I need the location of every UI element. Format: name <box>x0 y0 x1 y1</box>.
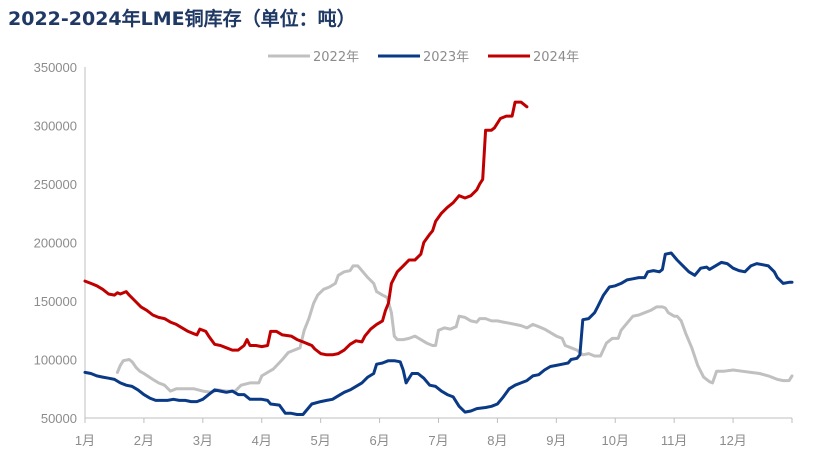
legend-label-2024: 2024年 <box>533 50 579 65</box>
x-tick-label: 2月 <box>134 433 154 448</box>
y-tick-label: 300000 <box>34 119 77 134</box>
x-tick-label: 5月 <box>311 433 331 448</box>
legend: 2022年 2023年 2024年 <box>268 50 579 65</box>
x-tick-label: 1月 <box>75 433 95 448</box>
x-tick-label: 8月 <box>487 433 507 448</box>
series-group <box>83 100 794 416</box>
y-tick-label: 350000 <box>34 60 77 75</box>
legend-label-2023: 2023年 <box>423 50 469 65</box>
x-tick-label: 7月 <box>428 433 448 448</box>
x-tick-label: 4月 <box>252 433 272 448</box>
y-tick-label: 50000 <box>41 411 77 426</box>
y-axis-ticks: 350000 300000 250000 200000 150000 100000 5000… <box>34 60 77 426</box>
x-tick-label: 6月 <box>369 433 389 448</box>
chart-title: 2022-2024年LME铜库存（单位：吨） <box>8 8 356 30</box>
y-tick-label: 250000 <box>34 177 77 192</box>
x-tick-label: 3月 <box>193 433 213 448</box>
x-tick-label: 10月 <box>602 433 629 448</box>
x-tick-label: 11月 <box>661 433 688 448</box>
x-tick-label: 12月 <box>719 433 746 448</box>
series-line-2022年 <box>115 264 794 394</box>
x-axis-ticks: 1月 2月 3月 4月 5月 6月 7月 8月 9月 10月 11月 12月 <box>75 418 793 448</box>
legend-item-2022[interactable]: 2022年 <box>268 50 359 65</box>
y-tick-label: 150000 <box>34 294 77 309</box>
legend-item-2024[interactable]: 2024年 <box>488 50 579 65</box>
series-line-2023年 <box>83 251 794 416</box>
legend-item-2023[interactable]: 2023年 <box>378 50 469 65</box>
y-tick-label: 100000 <box>34 353 77 368</box>
y-tick-label: 200000 <box>34 236 77 251</box>
legend-label-2022: 2022年 <box>313 50 359 65</box>
series-line-2024年 <box>83 100 529 357</box>
x-tick-label: 9月 <box>546 433 566 448</box>
